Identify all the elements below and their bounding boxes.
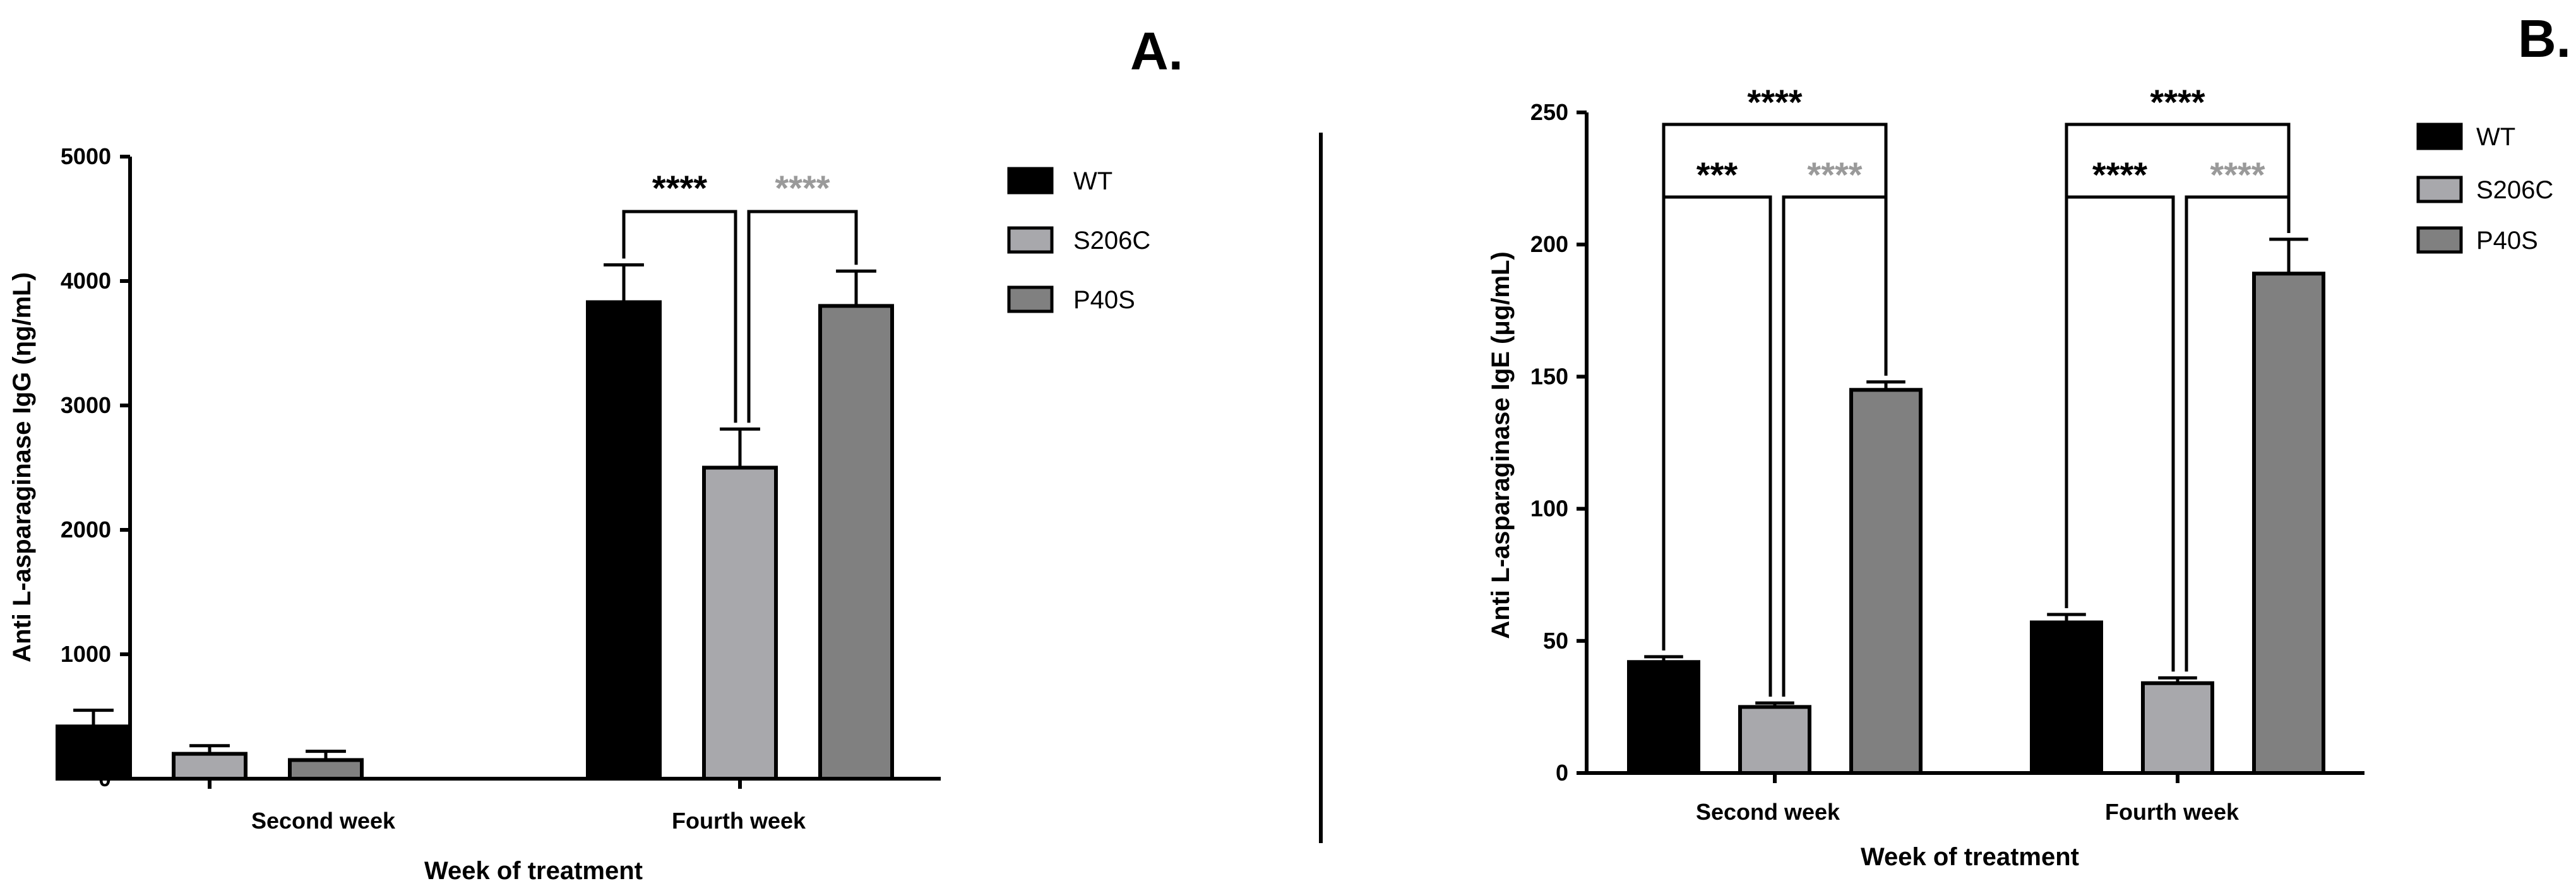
- significance-bracket: [2065, 195, 2175, 672]
- significance-bracket: [747, 210, 858, 423]
- panel-b-x-tick-label: Fourth week: [2105, 799, 2239, 825]
- legend-swatch-p40s: [2416, 226, 2463, 254]
- panel-a-legend: WT S206C P40S: [1007, 167, 1150, 314]
- significance-bracket: [2185, 195, 2291, 672]
- panel-b-y-tick-label: 50: [1543, 628, 1568, 654]
- significance-label: ****: [1807, 155, 1862, 195]
- bar-wt: [1627, 660, 1700, 775]
- chart-panel-b: B. Anti L-asparaginase IgE (μg/mL) Week …: [1487, 9, 2571, 871]
- legend-swatch-s206c: [1007, 226, 1054, 254]
- bar-wt: [56, 724, 131, 781]
- panel-b-legend: WT S206C P40S: [2416, 123, 2553, 255]
- significance-label: ****: [1747, 82, 1802, 122]
- panel-b-y-tick-label: 150: [1530, 363, 1568, 389]
- panel-a-x-tick-label: Fourth week: [672, 808, 806, 834]
- panel-a-y-tick-label: 5000: [61, 143, 111, 169]
- panel-b-y-tick-label: 250: [1530, 99, 1568, 125]
- panel-a-x-axis-title: Week of treatment: [424, 857, 643, 885]
- significance-label: ****: [2210, 155, 2265, 195]
- significance-label: ***: [1696, 155, 1738, 195]
- panel-b-x-axis-title: Week of treatment: [1861, 843, 2079, 871]
- bar-s206c: [2141, 681, 2214, 776]
- panel-a-y-axis-title: Anti L-asparaginase IgG (ηg/mL): [8, 272, 36, 662]
- panel-a-y-tick-label: 3000: [61, 392, 111, 418]
- bar-s206c: [172, 752, 247, 781]
- panel-a-y-tick-label: 4000: [61, 268, 111, 294]
- legend-swatch-p40s: [1007, 285, 1054, 313]
- panel-a-x-tick-label: Second week: [251, 808, 396, 834]
- significance-bracket: [1782, 195, 1888, 697]
- panel-b-y-tick-label: 0: [1556, 760, 1568, 786]
- significance-label: ****: [775, 168, 830, 208]
- bar-wt: [2030, 620, 2103, 776]
- panel-b-y-tick-label: 100: [1530, 496, 1568, 522]
- panel-b-y-axis-title: Anti L-asparaginase IgE (μg/mL): [1487, 251, 1515, 638]
- legend-label-wt: WT: [2476, 123, 2515, 151]
- bar-p40s: [2252, 272, 2325, 775]
- chart-panel-a: A. Anti L-asparaginase IgG (ηg/mL) Week …: [8, 21, 1183, 885]
- legend-swatch-wt: [1007, 167, 1054, 195]
- panel-a-y-tick-label: 1000: [61, 641, 111, 667]
- bar-wt: [586, 300, 662, 781]
- significance-bracket: [1662, 195, 1772, 697]
- panel-a-label: A.: [1130, 21, 1183, 81]
- significance-label: ****: [652, 168, 707, 208]
- bar-p40s: [288, 758, 364, 781]
- legend-swatch-s206c: [2416, 176, 2463, 203]
- bar-p40s: [1849, 388, 1923, 775]
- bar-p40s: [818, 304, 894, 781]
- bar-s206c: [702, 465, 778, 781]
- panel-b-y-tick-label: 200: [1530, 231, 1568, 257]
- legend-label-p40s: P40S: [2476, 227, 2538, 255]
- legend-label-s206c: S206C: [2476, 176, 2553, 204]
- significance-label: ****: [2150, 82, 2205, 122]
- legend-swatch-wt: [2416, 123, 2463, 150]
- panel-b-x-tick-label: Second week: [1696, 799, 1840, 825]
- legend-label-p40s: P40S: [1073, 286, 1135, 314]
- bar-s206c: [1738, 705, 1811, 776]
- significance-bracket: [622, 210, 737, 423]
- panel-a-y-tick-label: 2000: [61, 517, 111, 542]
- panel-b-label: B.: [2518, 9, 2571, 68]
- legend-label-s206c: S206C: [1073, 227, 1150, 255]
- significance-label: ****: [2092, 155, 2147, 195]
- legend-label-wt: WT: [1073, 167, 1112, 195]
